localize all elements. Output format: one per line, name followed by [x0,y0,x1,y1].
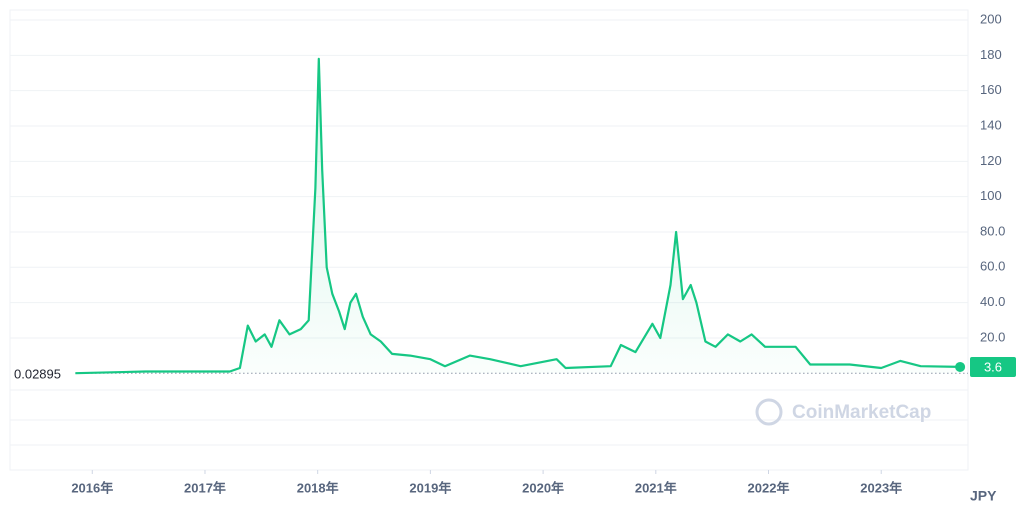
watermark: CoinMarketCap [755,398,931,426]
area-fill [75,58,961,374]
y-tick-label: 180 [980,47,1002,62]
x-tick-label: 2020年 [522,480,564,495]
x-tick-label: 2023年 [860,480,902,495]
currency-label: JPY [970,488,997,504]
plot-frame [9,9,969,471]
price-tag-label: 3.6 [984,359,1002,374]
price-line [75,57,961,375]
y-tick-label: 200 [980,11,1002,26]
y-tick-label: 40.0 [980,294,1005,309]
y-tick-label: 140 [980,117,1002,132]
x-tick-label: 2016年 [71,480,113,495]
x-tick-label: 2018年 [297,480,339,495]
y-tick-label: 80.0 [980,223,1005,238]
price-tag [970,356,1016,377]
start-price-label: 0.02895 [14,367,61,382]
y-tick-label: 60.0 [980,259,1005,274]
y-tick-label: 100 [980,188,1002,203]
y-tick-label: 120 [980,153,1002,168]
watermark-logo [755,398,783,426]
y-tick-label: 160 [980,82,1002,97]
x-tick-label: 2017年 [184,480,226,495]
last-point [955,361,966,372]
x-tick-label: 2022年 [748,480,790,495]
x-tick-label: 2021年 [635,480,677,495]
x-tick-label: 2019年 [409,480,451,495]
watermark-text: CoinMarketCap [792,402,931,423]
y-tick-label: 20.0 [980,329,1005,344]
